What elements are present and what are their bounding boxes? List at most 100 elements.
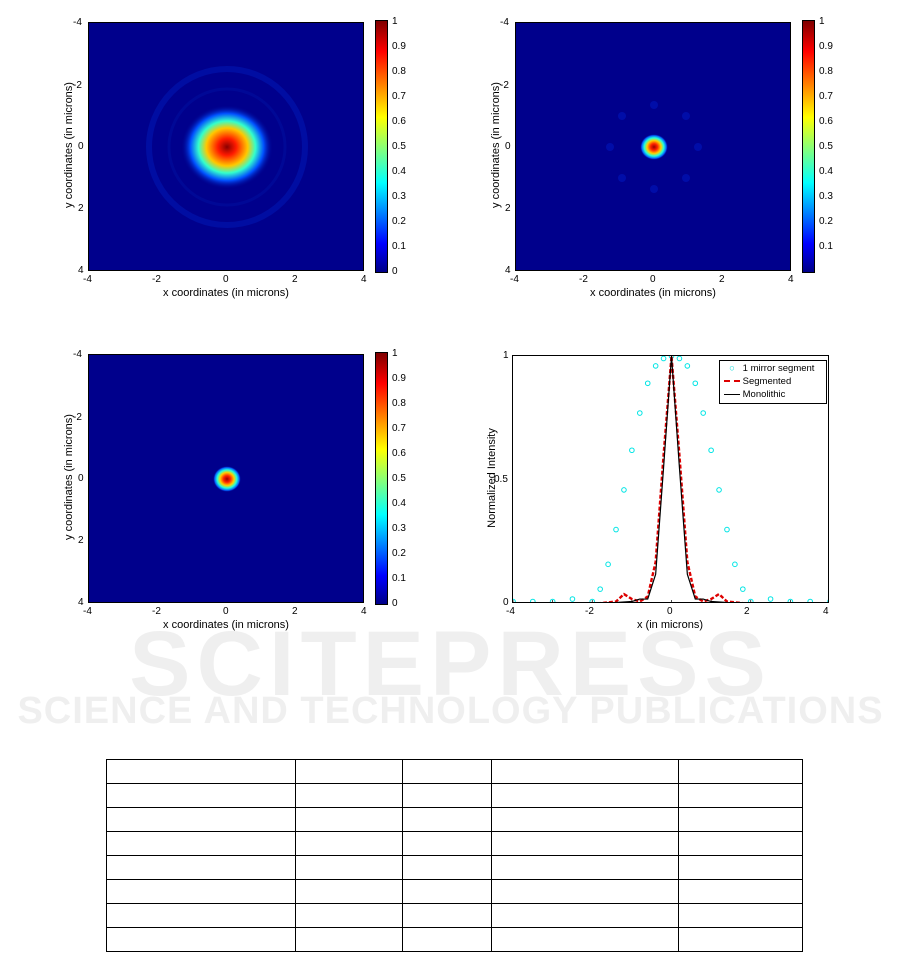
series-point-1-mirror-segment [740, 586, 746, 592]
colorbar-tick: 0.5 [392, 473, 406, 484]
colorbar [375, 352, 388, 605]
series-point-1-mirror-segment [827, 599, 828, 602]
series-point-1-mirror-segment [652, 363, 659, 369]
x-tick: -2 [152, 274, 161, 285]
colorbar-tick: 0.5 [392, 141, 406, 152]
table-cell [295, 855, 403, 880]
empty-table [106, 759, 803, 952]
table-cell [491, 807, 679, 832]
series-point-1-mirror-segment [700, 410, 706, 416]
table-cell [295, 759, 403, 784]
heatmap-plot-area [88, 22, 364, 271]
watermark-subtitle: SCIENCE AND TECHNOLOGY PUBLICATIONS [17, 690, 884, 732]
colorbar-tick: 0.9 [392, 41, 406, 52]
table-cell [402, 759, 492, 784]
table-cell [106, 855, 296, 880]
colorbar-tick: 0.1 [392, 241, 406, 252]
series-point-1-mirror-segment [621, 487, 627, 493]
table-cell [678, 831, 803, 856]
heatmap-plot-area [88, 354, 364, 603]
colorbar-tick: 0.2 [392, 216, 406, 227]
watermark-title: SCITEPRESS [129, 613, 772, 715]
series-point-1-mirror-segment [807, 598, 813, 602]
legend-solid-marker [724, 393, 740, 395]
y-tick: -2 [73, 412, 82, 423]
series-point-1-mirror-segment [732, 561, 738, 568]
series-point-1-mirror-segment [747, 598, 754, 602]
colorbar-tick: 0.7 [392, 423, 406, 434]
table-cell [491, 855, 679, 880]
colorbar-tick: 0.9 [392, 373, 406, 384]
x-tick: 4 [361, 274, 367, 285]
x-tick: 4 [788, 274, 794, 285]
legend-circle-marker: ○ [729, 363, 735, 374]
x-tick: -4 [510, 274, 519, 285]
table-cell [491, 927, 679, 952]
table-row [106, 855, 803, 880]
colorbar-tick: 0.9 [819, 41, 833, 52]
colorbar-tick: 1 [392, 348, 398, 359]
y-tick: 4 [78, 265, 84, 276]
legend: ○ 1 mirror segment Segmented Monolithic [719, 360, 827, 404]
table-cell [678, 903, 803, 928]
series-point-1-mirror-segment [549, 598, 556, 602]
colorbar-tick: 1 [392, 16, 398, 27]
colorbar [375, 20, 388, 273]
y-tick: 0 [505, 141, 511, 152]
y-tick: -2 [73, 80, 82, 91]
table-cell [295, 927, 403, 952]
y-tick: 0.5 [494, 474, 508, 485]
colorbar-tick: 0.8 [392, 66, 406, 77]
legend-dashed-marker [724, 380, 740, 383]
colorbar-tick: 0.5 [819, 141, 833, 152]
table-cell [402, 831, 492, 856]
x-tick: 0 [223, 274, 229, 285]
y-tick: 2 [78, 535, 84, 546]
table-cell [402, 903, 492, 928]
x-axis-label: x (in microns) [636, 619, 703, 631]
colorbar-tick: 0.8 [392, 398, 406, 409]
colorbar-tick: 0.4 [392, 498, 406, 509]
heatmap-image [516, 23, 790, 270]
table-cell [678, 807, 803, 832]
table-cell [106, 903, 296, 928]
x-tick: 0 [223, 606, 229, 617]
table-cell [491, 831, 679, 856]
colorbar-tick: 0.6 [392, 116, 406, 127]
table-cell [491, 783, 679, 808]
x-tick: 2 [292, 274, 298, 285]
series-point-1-mirror-segment [613, 526, 619, 533]
x-axis-label: x coordinates (in microns) [590, 287, 716, 299]
colorbar-tick: 0.4 [819, 166, 833, 177]
table-cell [295, 807, 403, 832]
table-cell [491, 879, 679, 904]
table-cell [295, 831, 403, 856]
legend-label: Segmented [742, 376, 792, 387]
x-axis-label: x coordinates (in microns) [163, 619, 289, 631]
x-tick: 2 [744, 606, 750, 617]
x-tick: 4 [823, 606, 829, 617]
legend-entry: Monolithic [724, 389, 785, 400]
x-tick: 2 [719, 274, 725, 285]
table-cell [402, 927, 492, 952]
y-tick: -4 [73, 17, 82, 28]
series-point-1-mirror-segment [676, 356, 683, 362]
x-tick: -4 [83, 606, 92, 617]
y-tick: 2 [78, 203, 84, 214]
table-cell [678, 855, 803, 880]
y-tick: 4 [78, 597, 84, 608]
colorbar-tick: 0.6 [392, 448, 406, 459]
series-point-1-mirror-segment [597, 586, 603, 592]
y-tick: -2 [500, 80, 509, 91]
table-row [106, 903, 803, 928]
table-cell [402, 855, 492, 880]
y-axis-label: y coordinates (in microns) [490, 82, 502, 208]
table-cell [106, 879, 296, 904]
x-tick: 4 [361, 606, 367, 617]
series-point-1-mirror-segment [724, 526, 730, 533]
series-point-1-mirror-segment [637, 410, 643, 416]
y-tick: 0 [78, 473, 84, 484]
y-tick: 0 [503, 597, 509, 608]
colorbar-tick: 0.3 [392, 191, 406, 202]
colorbar-tick: 0.1 [819, 241, 833, 252]
